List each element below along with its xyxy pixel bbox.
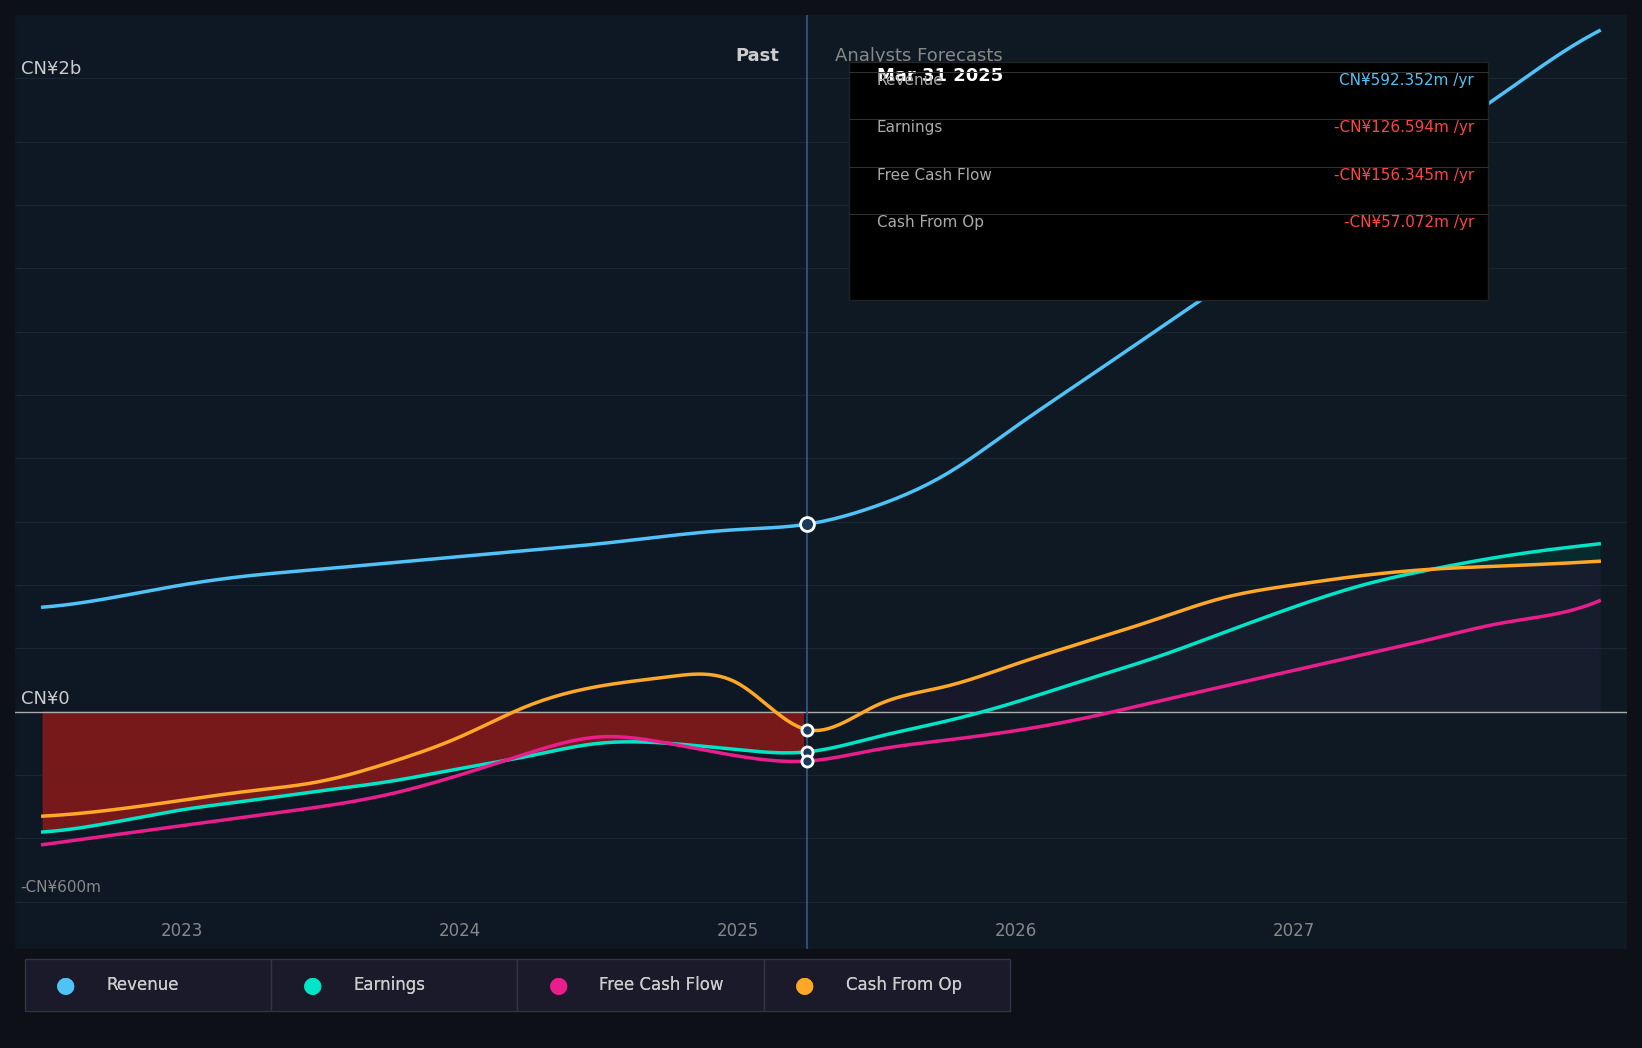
- Text: Revenue: Revenue: [107, 976, 179, 995]
- Text: 2023: 2023: [161, 921, 204, 940]
- Text: ●: ●: [795, 975, 814, 996]
- Text: 2027: 2027: [1273, 921, 1315, 940]
- FancyBboxPatch shape: [849, 63, 1488, 300]
- Text: -CN¥156.345m /yr: -CN¥156.345m /yr: [1333, 168, 1475, 182]
- Text: 2024: 2024: [438, 921, 481, 940]
- Text: Analysts Forecasts: Analysts Forecasts: [834, 47, 1003, 65]
- Text: Revenue: Revenue: [107, 976, 179, 995]
- Text: ●: ●: [56, 975, 76, 996]
- Text: Earnings: Earnings: [877, 121, 943, 135]
- Text: Past: Past: [736, 47, 780, 65]
- Text: -CN¥600m: -CN¥600m: [21, 880, 102, 895]
- Text: Cash From Op: Cash From Op: [877, 215, 984, 231]
- Text: 2026: 2026: [995, 921, 1036, 940]
- Text: Revenue: Revenue: [877, 72, 944, 88]
- Text: -CN¥126.594m /yr: -CN¥126.594m /yr: [1333, 121, 1475, 135]
- Text: ●: ●: [56, 975, 76, 996]
- Text: Free Cash Flow: Free Cash Flow: [877, 168, 992, 182]
- Text: Free Cash Flow: Free Cash Flow: [599, 976, 724, 995]
- Bar: [15, 15, 808, 949]
- Text: Earnings: Earnings: [353, 976, 425, 995]
- Text: CN¥0: CN¥0: [21, 691, 69, 708]
- Text: Cash From Op: Cash From Op: [846, 976, 962, 995]
- Text: CN¥592.352m /yr: CN¥592.352m /yr: [1340, 72, 1475, 88]
- Text: Earnings: Earnings: [353, 976, 425, 995]
- Text: ●: ●: [548, 975, 568, 996]
- Text: Mar 31 2025: Mar 31 2025: [877, 67, 1003, 86]
- Text: Cash From Op: Cash From Op: [846, 976, 962, 995]
- Text: CN¥2b: CN¥2b: [21, 61, 80, 79]
- Text: ●: ●: [302, 975, 322, 996]
- Text: 2025: 2025: [716, 921, 759, 940]
- Text: ●: ●: [548, 975, 568, 996]
- Text: ●: ●: [302, 975, 322, 996]
- Text: ●: ●: [795, 975, 814, 996]
- Text: -CN¥57.072m /yr: -CN¥57.072m /yr: [1343, 215, 1475, 231]
- Text: Free Cash Flow: Free Cash Flow: [599, 976, 724, 995]
